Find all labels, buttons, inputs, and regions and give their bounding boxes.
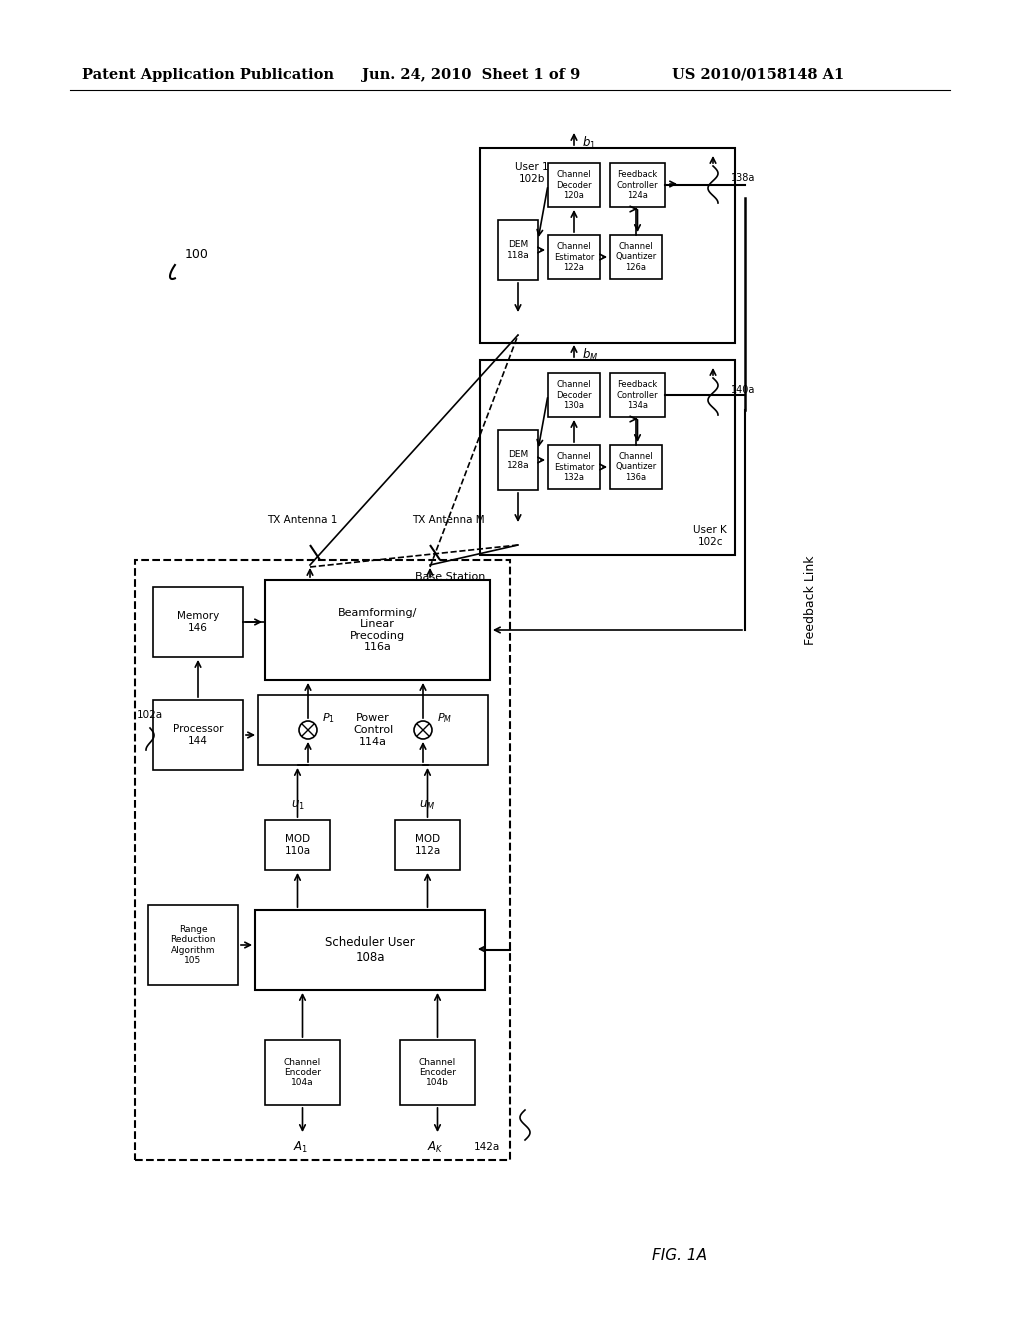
Bar bbox=[498, 430, 538, 490]
Text: 100: 100 bbox=[185, 248, 209, 261]
Text: User K
102c: User K 102c bbox=[693, 525, 727, 546]
Bar bbox=[255, 909, 485, 990]
Text: $u_M$: $u_M$ bbox=[420, 799, 435, 812]
Text: Processor
144: Processor 144 bbox=[173, 725, 223, 746]
Bar bbox=[153, 587, 243, 657]
Text: TX Antenna M: TX Antenna M bbox=[412, 515, 484, 525]
Text: Jun. 24, 2010  Sheet 1 of 9: Jun. 24, 2010 Sheet 1 of 9 bbox=[362, 69, 581, 82]
Bar bbox=[610, 162, 665, 207]
Text: FIG. 1A: FIG. 1A bbox=[652, 1247, 708, 1263]
Text: $P_1$: $P_1$ bbox=[322, 711, 335, 725]
Bar bbox=[480, 148, 735, 343]
Text: Beamforming/
Linear
Precoding
116a: Beamforming/ Linear Precoding 116a bbox=[338, 607, 417, 652]
Text: 138a: 138a bbox=[731, 173, 756, 183]
Bar bbox=[498, 220, 538, 280]
Text: MOD
110a: MOD 110a bbox=[285, 834, 310, 855]
Text: Memory
146: Memory 146 bbox=[177, 611, 219, 632]
Text: Patent Application Publication: Patent Application Publication bbox=[82, 69, 334, 82]
Text: Channel
Encoder
104a: Channel Encoder 104a bbox=[284, 1057, 322, 1088]
Bar bbox=[610, 445, 662, 488]
Text: DEM
118a: DEM 118a bbox=[507, 240, 529, 260]
Text: $b_M$: $b_M$ bbox=[582, 347, 598, 363]
Text: Channel
Decoder
120a: Channel Decoder 120a bbox=[556, 170, 592, 199]
Bar bbox=[548, 445, 600, 488]
Text: Range
Reduction
Algorithm
105: Range Reduction Algorithm 105 bbox=[170, 925, 216, 965]
Bar bbox=[480, 360, 735, 554]
Text: Channel
Quantizer
126a: Channel Quantizer 126a bbox=[615, 242, 656, 272]
Text: $b_1$: $b_1$ bbox=[582, 135, 596, 150]
Bar bbox=[265, 1040, 340, 1105]
Bar bbox=[395, 820, 460, 870]
Bar bbox=[400, 1040, 475, 1105]
Text: Scheduler User
108a: Scheduler User 108a bbox=[326, 936, 415, 964]
Text: User 1
102b: User 1 102b bbox=[515, 162, 549, 183]
Text: Feedback Link: Feedback Link bbox=[804, 556, 816, 644]
Text: $u_1$: $u_1$ bbox=[291, 799, 304, 812]
Text: Channel
Quantizer
136a: Channel Quantizer 136a bbox=[615, 451, 656, 482]
Bar bbox=[135, 560, 510, 1160]
Text: $A_K$: $A_K$ bbox=[427, 1140, 443, 1155]
Bar bbox=[548, 374, 600, 417]
Text: Power
Control
114a: Power Control 114a bbox=[353, 713, 393, 747]
Text: Base Station: Base Station bbox=[415, 572, 485, 582]
Bar bbox=[258, 696, 488, 766]
Text: 140a: 140a bbox=[731, 385, 756, 395]
Bar bbox=[610, 374, 665, 417]
Bar bbox=[548, 162, 600, 207]
Bar bbox=[548, 235, 600, 279]
Bar bbox=[610, 235, 662, 279]
Bar bbox=[148, 906, 238, 985]
Bar bbox=[265, 820, 330, 870]
Text: MOD
112a: MOD 112a bbox=[415, 834, 440, 855]
Text: Channel
Estimator
122a: Channel Estimator 122a bbox=[554, 242, 594, 272]
Text: US 2010/0158148 A1: US 2010/0158148 A1 bbox=[672, 69, 844, 82]
Bar bbox=[153, 700, 243, 770]
Bar bbox=[265, 579, 490, 680]
Text: Channel
Decoder
130a: Channel Decoder 130a bbox=[556, 380, 592, 411]
Text: $P_M$: $P_M$ bbox=[437, 711, 453, 725]
Text: Feedback
Controller
124a: Feedback Controller 124a bbox=[616, 170, 658, 199]
Text: $A_1$: $A_1$ bbox=[293, 1140, 308, 1155]
Text: Channel
Encoder
104b: Channel Encoder 104b bbox=[419, 1057, 456, 1088]
Text: Channel
Estimator
132a: Channel Estimator 132a bbox=[554, 451, 594, 482]
Text: Feedback
Controller
134a: Feedback Controller 134a bbox=[616, 380, 658, 411]
Text: 102a: 102a bbox=[137, 710, 163, 719]
Text: DEM
128a: DEM 128a bbox=[507, 450, 529, 470]
Text: 142a: 142a bbox=[474, 1142, 500, 1152]
Text: TX Antenna 1: TX Antenna 1 bbox=[267, 515, 337, 525]
